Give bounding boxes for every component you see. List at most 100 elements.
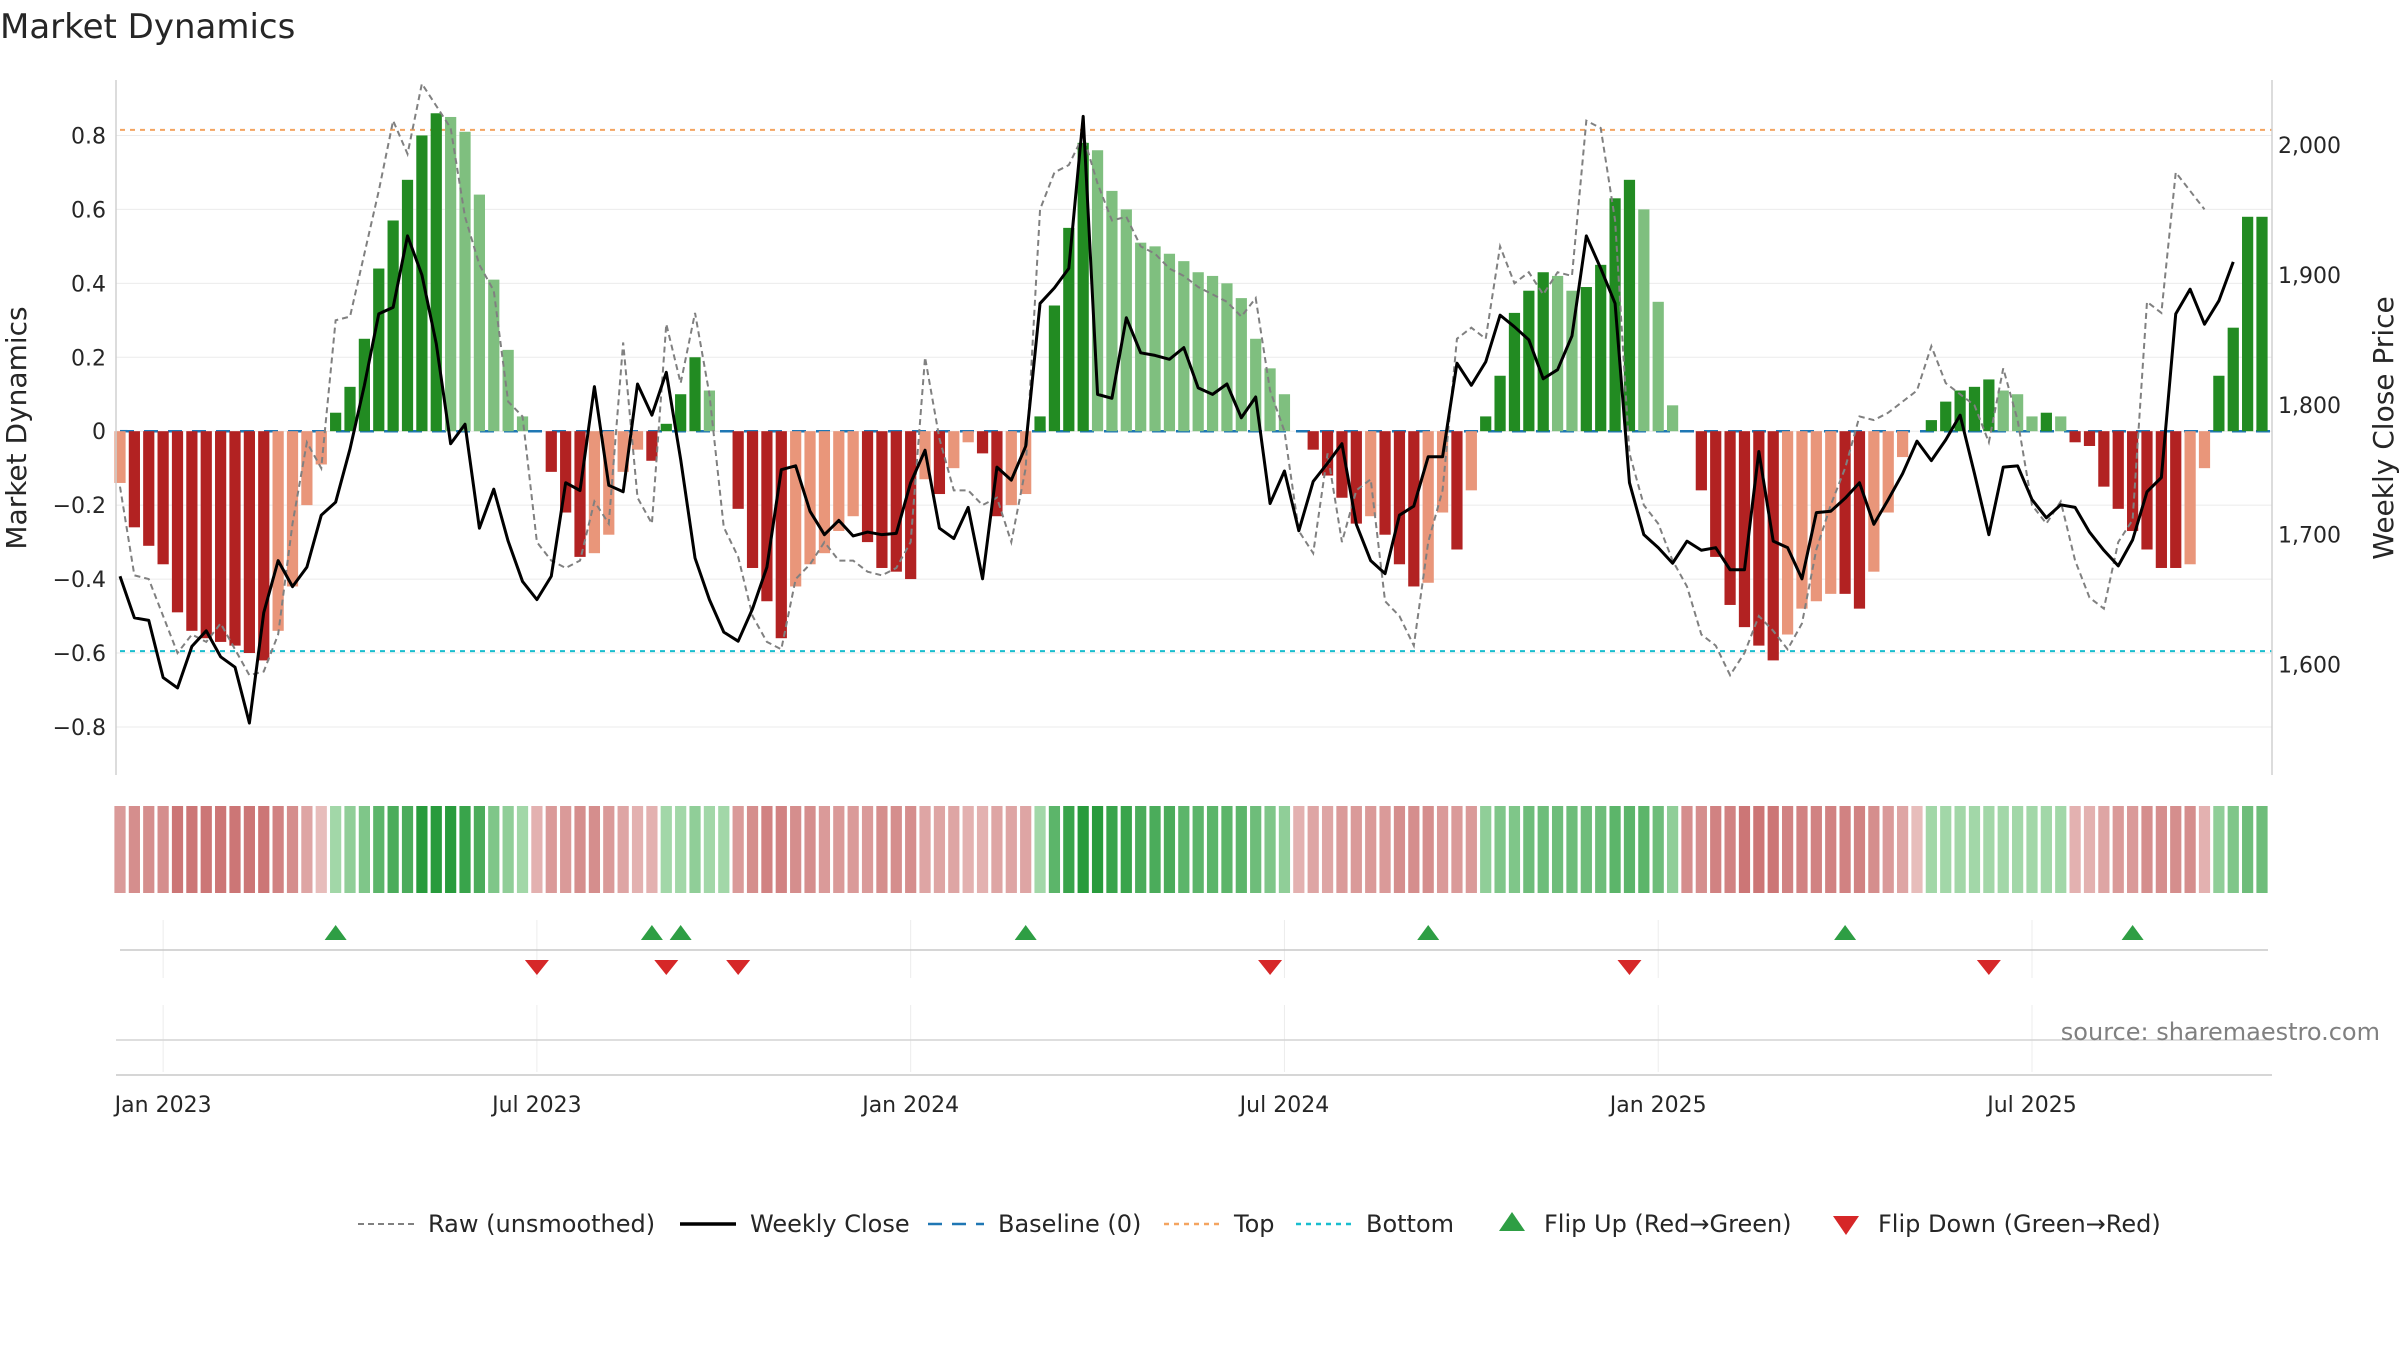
y-tick-label: −0.6: [53, 642, 106, 667]
y2-axis-title: Weekly Close Price: [2367, 296, 2400, 559]
state-strip-cell: [847, 806, 859, 893]
dynamics-bar: [430, 113, 442, 432]
dynamics-bar: [1077, 142, 1089, 432]
dynamics-bar: [1422, 431, 1434, 583]
y2-tick-label: 1,700: [2278, 524, 2341, 549]
state-strip-cell: [905, 806, 917, 893]
state-strip-cell: [588, 806, 601, 893]
state-strip-cell: [171, 806, 184, 893]
dynamics-bar: [1868, 431, 1880, 572]
dynamics-bar: [1753, 431, 1765, 646]
dynamics-bar: [1307, 431, 1319, 450]
dynamics-bar: [660, 423, 672, 432]
dynamics-bar: [1666, 405, 1679, 432]
raw-series-line: [119, 81, 2206, 678]
dynamics-bar: [617, 431, 629, 472]
main-axes: 0.8 0.6 0.4 0.2 0 −0.2 −0.4 −0.6 −0.8 2,000 1,900 1…: [53, 80, 2341, 775]
state-strip-cell: [631, 806, 644, 893]
state-strip-cell: [401, 806, 414, 893]
dynamics-bar: [286, 431, 299, 587]
x-tick-label: Jul 2024: [1238, 1093, 1330, 1118]
dynamics-bar: [2184, 431, 2196, 565]
dynamics-bar: [272, 431, 284, 631]
state-strip-cell: [1192, 806, 1204, 893]
dynamics-bar: [1048, 305, 1061, 432]
dynamics-bar: [1767, 431, 1779, 661]
dynamics-bar: [847, 431, 859, 517]
legend: Raw (unsmoothed) Weekly Close Baseline (0)…: [358, 1210, 2161, 1238]
dynamics-bar: [804, 431, 816, 565]
state-strip-cell: [948, 806, 960, 893]
y-tick-label: 0.8: [71, 124, 106, 149]
dynamics-bar: [675, 394, 687, 432]
dynamics-bar: [2198, 431, 2211, 469]
dynamics-bar: [2155, 431, 2167, 568]
state-strip-cell: [2112, 806, 2124, 893]
dynamics-bar: [2213, 375, 2225, 432]
state-strip-cell: [1451, 806, 1463, 893]
dynamics-bar: [1034, 416, 1046, 432]
dynamics-bar: [114, 431, 126, 483]
state-strip-cell: [1508, 806, 1521, 893]
flip-up-marker: [669, 925, 692, 940]
dynamics-bar: [1106, 190, 1118, 432]
state-strip-cell: [1810, 806, 1822, 893]
state-strip-cell: [1925, 806, 1937, 893]
state-strip-cell: [430, 806, 442, 893]
state-strip-cell: [2213, 806, 2225, 893]
y-tick-label: 0.4: [71, 272, 106, 297]
dynamics-bar: [1365, 431, 1377, 517]
state-strip-cell: [157, 806, 169, 893]
state-strip-cell: [1997, 806, 2009, 893]
dynamics-bar: [560, 431, 572, 513]
state-strip-cell: [1379, 806, 1391, 893]
state-strip-cell: [1221, 806, 1233, 893]
dynamics-bar: [1896, 431, 1909, 458]
y-tick-label: 0.6: [71, 198, 106, 223]
dynamics-bar: [445, 116, 457, 432]
legend-label: Weekly Close: [750, 1210, 910, 1238]
state-strip-cell: [1853, 806, 1866, 893]
state-strip-cell: [186, 806, 198, 893]
dynamics-bar: [1710, 431, 1722, 557]
state-strip-cell: [919, 806, 931, 893]
state-strip-cell: [473, 806, 486, 893]
dynamics-bar: [746, 431, 759, 568]
dynamics-bars: [114, 113, 2268, 661]
legend-item-close: Weekly Close: [680, 1210, 910, 1238]
dynamics-bar: [516, 416, 529, 432]
dynamics-bar: [1652, 301, 1664, 432]
state-strip-cell: [2069, 806, 2081, 893]
dynamics-bar: [1695, 431, 1707, 491]
dynamics-bar: [258, 431, 270, 661]
dynamics-bar: [344, 386, 356, 432]
state-strip-cell: [1293, 806, 1305, 893]
state-strip-cell: [272, 806, 284, 893]
state-strip-cell: [1839, 806, 1851, 893]
dynamics-bar: [1235, 298, 1247, 432]
dynamics-bar: [703, 390, 716, 432]
state-strip-cell: [243, 806, 255, 893]
state-strip-cell: [1681, 806, 1693, 893]
state-strip: [114, 806, 2268, 893]
state-strip-cell: [1623, 806, 1636, 893]
state-strip-cell: [1350, 806, 1362, 893]
dynamics-bar: [330, 412, 342, 432]
dynamics-bar: [574, 431, 586, 557]
dynamics-bar: [1163, 253, 1176, 432]
state-strip-cell: [2127, 806, 2139, 893]
dynamics-bar: [876, 431, 888, 568]
state-strip-cell: [1896, 806, 1909, 893]
state-strip-cell: [804, 806, 816, 893]
dynamics-bar: [1796, 431, 1808, 609]
state-strip-cell: [646, 806, 658, 893]
dynamics-bar: [1638, 209, 1650, 432]
state-strip-cell: [128, 806, 140, 893]
state-strip-cell: [531, 806, 543, 893]
dynamics-bar: [890, 431, 902, 572]
state-strip-cell: [1868, 806, 1880, 893]
dynamics-bar: [833, 431, 845, 532]
dynamics-bar: [229, 431, 241, 646]
state-strip-cell: [689, 806, 701, 893]
dynamics-bar: [502, 349, 514, 432]
